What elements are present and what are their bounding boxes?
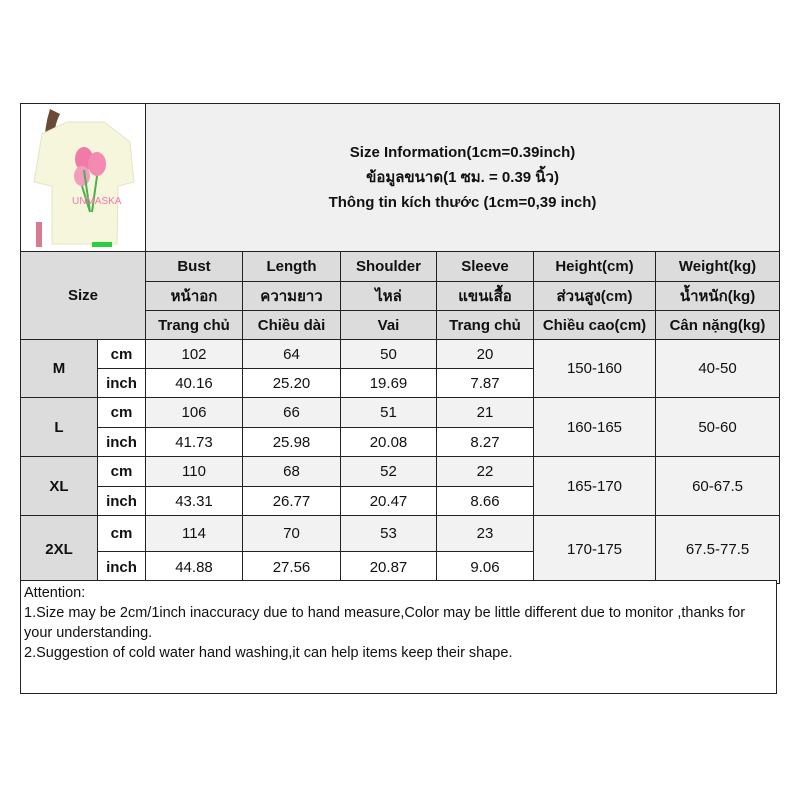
column-header-vi: Chiều dài [242, 310, 341, 340]
measurement-cell: 8.27 [436, 427, 534, 457]
size-chart-table: UNMASKA Size Information(1cm=0.39inch) ข… [20, 103, 781, 584]
size-info-title: Size Information(1cm=0.39inch) ข้อมูลขนา… [144, 103, 781, 252]
measurement-cell: 110 [145, 456, 243, 487]
size-row-inch: inch 40.16 25.20 19.69 7.87 [21, 368, 780, 398]
size-header: Size [20, 251, 146, 340]
measurement-cell: 21 [436, 397, 534, 428]
column-header-th: แขนเสื้อ [436, 281, 534, 311]
title-english: Size Information(1cm=0.39inch) [349, 144, 576, 161]
column-header-en: Length [242, 251, 341, 282]
size-label: 2XL [20, 515, 98, 584]
size-row-cm: 2XL cm 114 70 53 23 170-175 67.5-77.5 [20, 515, 781, 584]
measurement-cell: 40.16 [145, 368, 243, 398]
measurement-cell: 106 [145, 397, 243, 428]
measurement-cell: 9.06 [436, 551, 534, 584]
column-header-vi: Vai [340, 310, 437, 340]
weight-range: 40-50 [654, 339, 781, 398]
measurement-cell: 25.20 [242, 368, 341, 398]
measurement-cell: 20 [436, 339, 534, 369]
column-header-th: ส่วนสูง(cm) [533, 281, 656, 311]
measurement-cell: 27.56 [242, 551, 341, 584]
title-row: UNMASKA Size Information(1cm=0.39inch) ข… [20, 103, 781, 252]
measurement-cell: 52 [340, 456, 437, 487]
height-range: 150-160 [533, 339, 656, 398]
weight-range: 50-60 [654, 397, 781, 457]
measurement-cell: 26.77 [242, 486, 341, 516]
product-photo: UNMASKA [20, 103, 146, 252]
column-header-en: Height(cm) [533, 251, 656, 282]
weight-range: 60-67.5 [654, 456, 781, 516]
measurement-cell: 41.73 [145, 427, 243, 457]
unit-label: cm [97, 456, 146, 487]
measurement-cell: 25.98 [242, 427, 341, 457]
measurement-cell: 51 [340, 397, 437, 428]
unit-label: inch [97, 368, 146, 398]
measurement-cell: 66 [242, 397, 341, 428]
size-label: M [20, 339, 98, 398]
measurement-cell: 20.08 [340, 427, 437, 457]
column-header-vi: Trang chủ [145, 310, 243, 340]
measurement-cell: 43.31 [145, 486, 243, 516]
unit-label: cm [97, 515, 146, 552]
measurement-cell: 7.87 [436, 368, 534, 398]
unit-label: cm [97, 339, 146, 369]
header-row-en: Size Bust Length Shoulder Sleeve Height(cm) We… [20, 251, 781, 340]
size-label: L [20, 397, 98, 457]
weight-range: 67.5-77.5 [654, 515, 781, 584]
title-thai: ข้อมูลขนาด(1 ซม. = 0.39 นิ้ว) [366, 169, 559, 186]
height-range: 165-170 [533, 456, 656, 516]
tshirt-model-image: UNMASKA [21, 104, 145, 247]
unit-label: inch [97, 427, 146, 457]
attention-notes: Attention: 1.Size may be 2cm/1inch inacc… [20, 580, 777, 694]
measurement-cell: 22 [436, 456, 534, 487]
column-header-th: หน้าอก [145, 281, 243, 311]
column-header-th: ไหล่ [340, 281, 437, 311]
size-row-inch: inch 44.88 27.56 20.87 9.06 [21, 551, 780, 584]
measurement-cell: 23 [436, 515, 534, 552]
unit-label: inch [97, 486, 146, 516]
size-label: XL [20, 456, 98, 516]
attention-note-2: 2.Suggestion of cold water hand washing,… [24, 645, 513, 661]
size-row-cm: XL cm 110 68 52 22 165-170 60-67.5 [20, 456, 781, 516]
measurement-cell: 20.47 [340, 486, 437, 516]
column-header-vi: Chiều cao(cm) [533, 310, 656, 340]
height-range: 160-165 [533, 397, 656, 457]
measurement-cell: 64 [242, 339, 341, 369]
measurement-cell: 68 [242, 456, 341, 487]
measurement-cell: 20.87 [340, 551, 437, 584]
measurement-cell: 53 [340, 515, 437, 552]
column-header-th: ความยาว [242, 281, 341, 311]
attention-note-1: 1.Size may be 2cm/1inch inaccuracy due t… [24, 605, 746, 641]
column-header-en: Weight(kg) [654, 251, 781, 282]
measurement-cell: 70 [242, 515, 341, 552]
column-header-en: Shoulder [340, 251, 437, 282]
title-vietnamese: Thông tin kích thước (1cm=0,39 inch) [328, 194, 597, 211]
column-header-en: Sleeve [436, 251, 534, 282]
attention-heading: Attention: [24, 585, 86, 601]
unit-label: inch [97, 551, 146, 584]
column-header-vi: Trang chủ [436, 310, 534, 340]
column-header-vi: Cân nặng(kg) [654, 310, 781, 340]
unit-label: cm [97, 397, 146, 428]
measurement-cell: 50 [340, 339, 437, 369]
header-row-th: หน้าอก ความยาว ไหล่ แขนเสื้อ ส่วนสูง(cm) น้ำห… [21, 281, 781, 311]
column-header-en: Bust [145, 251, 243, 282]
measurement-cell: 114 [145, 515, 243, 552]
height-range: 170-175 [533, 515, 656, 584]
measurement-cell: 19.69 [340, 368, 437, 398]
measurement-cell: 8.66 [436, 486, 534, 516]
header-row-vi: Trang chủ Chiều dài Vai Trang chủ Chiều cao(… [21, 310, 781, 340]
measurement-cell: 102 [145, 339, 243, 369]
measurement-cell: 44.88 [145, 551, 243, 584]
svg-text:UNMASKA: UNMASKA [72, 196, 122, 207]
column-header-th: น้ำหนัก(kg) [654, 281, 781, 311]
